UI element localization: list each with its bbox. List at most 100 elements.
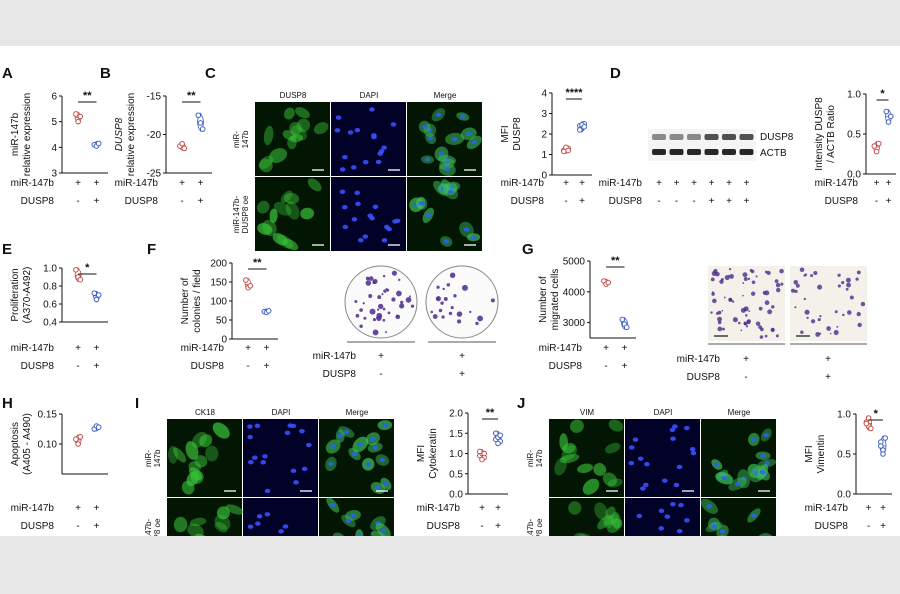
migrated-cell [857, 322, 862, 328]
nucleus [375, 159, 382, 165]
band-actb [739, 149, 754, 155]
nucleus [369, 107, 375, 112]
significance-marker: * [85, 262, 90, 274]
nucleus [734, 481, 741, 487]
migrated-cell [755, 275, 758, 278]
significance-marker: ** [486, 407, 495, 419]
western-blot: + - + - + - + + + + + + DUSP8 ACTB miR-147b DUSP8 [599, 129, 794, 207]
cell [257, 223, 273, 235]
data-point-ctrl [77, 434, 84, 440]
data-point-oe [493, 430, 499, 437]
panel-label-D: D [610, 65, 621, 82]
nucleus [463, 227, 470, 232]
panel-label-A: A [2, 65, 13, 82]
image-tile [255, 177, 330, 251]
nucleus [719, 529, 726, 534]
colony [396, 290, 402, 297]
colony-mir-sign: + [459, 351, 465, 362]
condition-plus: + [94, 361, 100, 372]
condition-label-dusp8: DUSP8 [427, 521, 461, 532]
condition-plus: + [563, 178, 569, 189]
row-label: DUSP8 oe [153, 518, 162, 536]
colony [443, 297, 448, 301]
nucleus [378, 149, 385, 154]
migrated-cell [721, 309, 724, 312]
cell [611, 511, 621, 530]
nucleus [334, 128, 341, 133]
migrated-cell [723, 296, 726, 299]
y-tick-label: 0.0 [837, 490, 851, 501]
migrated-cell [728, 297, 733, 302]
chart-I: 0.0 0.5 1.0 1.5 2.0 MFI Cytokeratin ** miR-147b D… [416, 407, 508, 532]
colony-plates: + - + + miR-147b DUSP8 [313, 265, 499, 380]
nucleus [380, 528, 387, 533]
cell [282, 130, 297, 141]
cell [577, 463, 593, 474]
nucleus [471, 140, 478, 145]
migrated-cell [751, 280, 756, 285]
colony [456, 311, 463, 317]
nucleus [372, 204, 379, 210]
migrated-cell [747, 277, 751, 281]
migrated-cell [834, 310, 838, 314]
condition-minus: - [867, 521, 870, 532]
band-dusp8 [652, 134, 666, 140]
data-point-oe [581, 124, 588, 130]
nucleus [386, 226, 392, 232]
nucleus [301, 466, 308, 472]
nucleus [354, 127, 361, 133]
nucleus [670, 502, 676, 507]
nucleus [264, 512, 271, 517]
nucleus [382, 422, 388, 428]
condition-plus: + [579, 196, 585, 207]
condition-label-dusp8: DUSP8 [825, 196, 859, 207]
migrated-cell [717, 316, 723, 322]
nucleus [355, 201, 361, 207]
nucleus [425, 213, 432, 218]
nucleus [760, 453, 766, 458]
condition-plus: + [179, 178, 185, 189]
migrated-cell [750, 291, 756, 296]
condition-label-mir: miR-147b [11, 178, 55, 189]
migrated-cell [776, 287, 781, 293]
data-point-ctrl [477, 448, 483, 455]
condition-label-dusp8: DUSP8 [21, 521, 55, 532]
stain-header: DUSP8 [280, 91, 307, 100]
cell [181, 480, 195, 495]
colony [436, 297, 440, 300]
nucleus [342, 204, 348, 210]
condition-label-mir: miR-147b [501, 178, 545, 189]
y-tick-label: 100 [210, 297, 227, 308]
data-point-ctrl [868, 425, 874, 432]
migrated-cell [742, 272, 748, 278]
migrated-cell [767, 309, 773, 315]
condition-plus: + [75, 343, 81, 354]
colony [453, 294, 457, 298]
colony [430, 310, 434, 314]
blot-mir-sign: + [744, 178, 750, 189]
y-axis-label: Apoptosis [10, 422, 21, 466]
chart-D: 0.0 0.5 1.0 Intensity DUSP8/ ACTB Ratio * miR… [814, 88, 896, 207]
cell [205, 445, 219, 462]
culture-plate [425, 265, 499, 339]
y-tick-label: 4000 [563, 287, 586, 298]
condition-minus: - [604, 361, 607, 372]
migrated-cell [855, 277, 859, 281]
migrated-cell [847, 310, 852, 315]
condition-plus: + [94, 503, 100, 514]
migrated-cell [799, 267, 805, 272]
cell [597, 514, 613, 530]
data-point-ctrl [243, 277, 249, 283]
condition-label-mir: miR-147b [599, 178, 643, 189]
data-point-ctrl [565, 147, 572, 154]
migrated-cell [841, 280, 845, 285]
cell [570, 419, 584, 433]
condition-plus: + [880, 521, 886, 532]
condition-label-dusp8: DUSP8 [125, 196, 159, 207]
migration-dusp8-sign: - [744, 372, 747, 383]
condition-plus: + [94, 178, 100, 189]
colony [381, 293, 384, 296]
